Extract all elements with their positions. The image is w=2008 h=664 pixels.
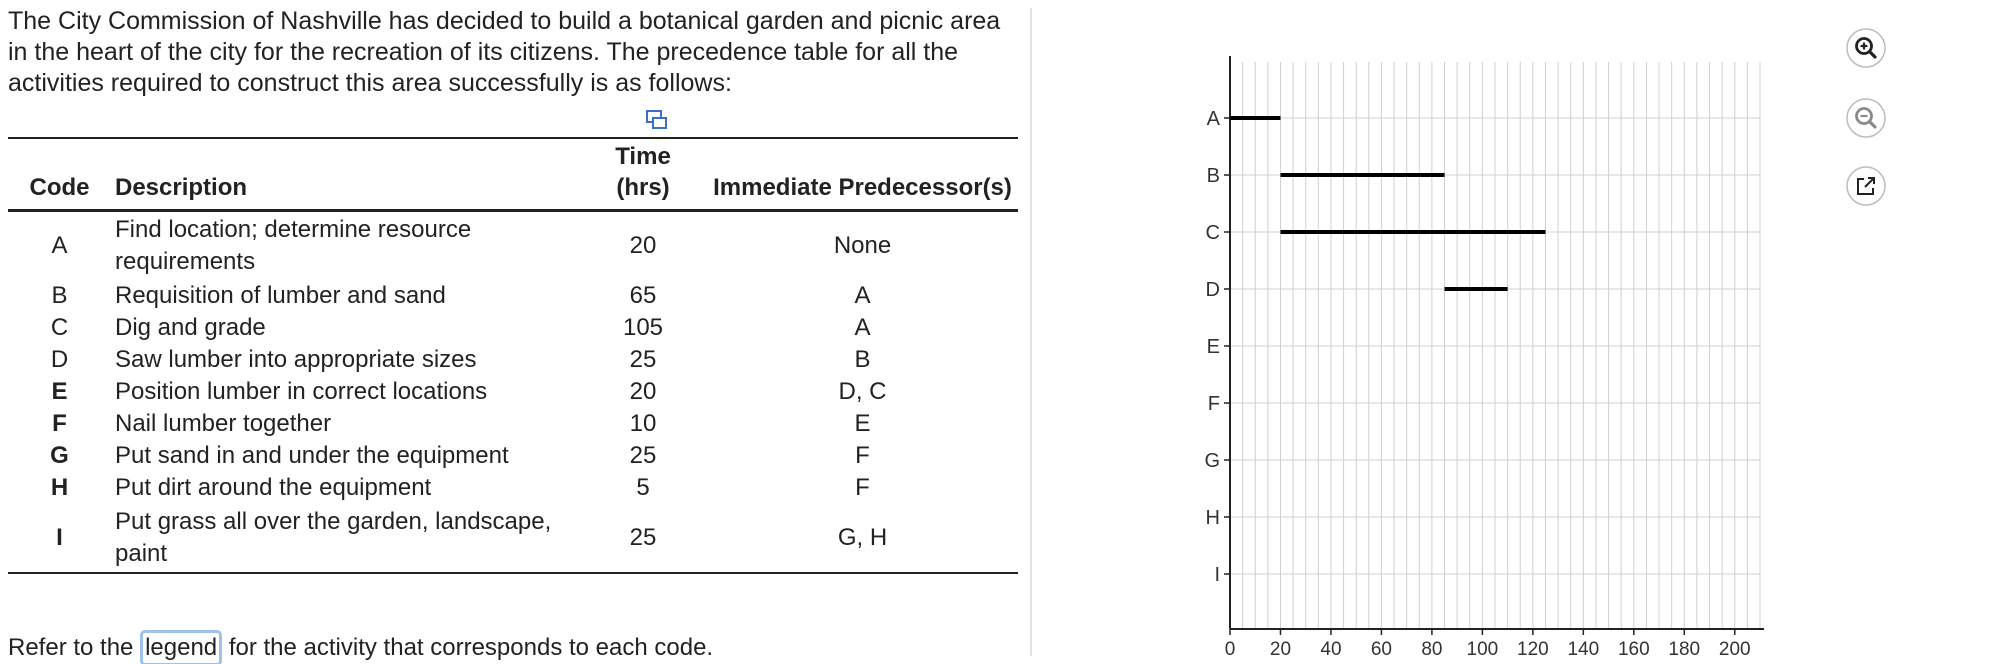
cell-time: 20 xyxy=(629,232,657,259)
cell-description: Put sand in and under the equipment xyxy=(115,442,509,469)
cell-code: H xyxy=(50,474,69,501)
cell-predecessors: G, H xyxy=(837,524,888,551)
zoom-out-icon xyxy=(1846,98,1886,138)
problem-panel: The City Commission of Nashville has dec… xyxy=(8,7,1018,664)
panel-divider xyxy=(1030,8,1032,656)
table-row: I Put grass all over the garden, landscap… xyxy=(8,504,1018,573)
col-header-description: Description xyxy=(115,174,248,201)
x-tick-label: 160 xyxy=(1618,639,1650,660)
cell-code: C xyxy=(50,314,69,341)
cell-description: Requisition of lumber and sand xyxy=(115,282,446,309)
table-row: G Put sand in and under the equipment 25 F xyxy=(8,440,1018,472)
cell-predecessors: E xyxy=(854,410,871,437)
cell-predecessors: A xyxy=(854,282,871,309)
zoom-out-button[interactable] xyxy=(1846,98,1886,138)
precedence-table: Code Description Time (hrs) Immediate Pr… xyxy=(8,137,1018,574)
y-tick-label: D xyxy=(1206,279,1220,301)
cell-time: 25 xyxy=(629,442,657,469)
cell-code: G xyxy=(50,442,69,469)
cell-description: Position lumber in correct locations xyxy=(115,378,488,405)
y-tick-label: A xyxy=(1207,108,1221,130)
y-tick-label: F xyxy=(1208,393,1220,415)
y-tick-label: G xyxy=(1204,450,1220,472)
col-header-time: Time (hrs) xyxy=(579,138,707,211)
cell-time: 5 xyxy=(636,474,650,501)
table-header-row: Code Description Time (hrs) Immediate Pr… xyxy=(8,138,1018,211)
footer-note: Refer to the legend for the activity tha… xyxy=(8,630,713,664)
table-row: D Saw lumber into appropriate sizes 25 B xyxy=(8,344,1018,376)
x-tick-label: 20 xyxy=(1270,639,1291,660)
y-tick-label: H xyxy=(1206,507,1220,529)
x-tick-label: 0 xyxy=(1225,639,1236,660)
table-row: F Nail lumber together 10 E xyxy=(8,408,1018,440)
cell-description: Saw lumber into appropriate sizes xyxy=(115,346,477,373)
x-tick-label: 80 xyxy=(1421,639,1442,660)
cell-predecessors: A xyxy=(854,314,871,341)
problem-statement: The City Commission of Nashville has dec… xyxy=(8,7,1001,97)
cell-time: 105 xyxy=(622,314,664,341)
cell-code: A xyxy=(51,232,68,259)
cell-time: 25 xyxy=(629,346,657,373)
gantt-chart-svg: A B C D E F G H I 0 20 40 60 80 100 120 140 160 180 200 xyxy=(1204,56,1764,660)
cell-predecessors: D, C xyxy=(838,378,887,405)
cell-description: Dig and grade xyxy=(115,314,266,341)
table-row: H Put dirt around the equipment 5 F xyxy=(8,472,1018,504)
cell-time: 10 xyxy=(629,410,657,437)
x-tick-label: 140 xyxy=(1567,639,1599,660)
cell-description: Put grass all over the garden, landscape… xyxy=(115,508,552,567)
footer-text-before: Refer to the xyxy=(8,634,141,661)
x-tick-label: 120 xyxy=(1517,639,1549,660)
cell-predecessors: F xyxy=(855,442,870,469)
y-tick-label: E xyxy=(1207,336,1220,358)
cell-code: E xyxy=(51,378,68,405)
cell-code: F xyxy=(52,410,67,437)
cell-predecessors: B xyxy=(854,346,871,373)
gantt-chart: A B C D E F G H I 0 20 40 60 80 100 120 140 160 180 200 xyxy=(1180,40,1820,664)
x-tick-label: 60 xyxy=(1371,639,1392,660)
table-row: A Find location; determine resource requi… xyxy=(8,211,1018,281)
cell-time: 65 xyxy=(629,282,657,309)
cell-code: I xyxy=(56,524,63,551)
cell-time: 25 xyxy=(629,524,657,551)
table-row: C Dig and grade 105 A xyxy=(8,312,1018,344)
col-header-code: Code xyxy=(29,174,90,201)
precedence-table-container: Code Description Time (hrs) Immediate Pr… xyxy=(8,137,1018,574)
y-tick-label: I xyxy=(1214,564,1220,586)
col-header-time-line1: Time xyxy=(615,143,671,170)
zoom-in-icon xyxy=(1846,28,1886,68)
expand-button[interactable] xyxy=(1846,166,1886,206)
cell-description: Put dirt around the equipment xyxy=(115,474,432,501)
legend-link[interactable]: legend xyxy=(140,630,223,664)
zoom-in-button[interactable] xyxy=(1846,28,1886,68)
copy-table-icon[interactable] xyxy=(646,110,668,132)
cell-time: 20 xyxy=(629,378,657,405)
expand-icon xyxy=(1846,166,1886,206)
cell-description: Find location; determine resource requir… xyxy=(115,216,472,275)
col-header-predecessors: Immediate Predecessor(s) xyxy=(713,174,1012,201)
cell-code: D xyxy=(50,346,69,373)
x-tick-label: 100 xyxy=(1467,639,1499,660)
cell-predecessors: None xyxy=(833,232,892,259)
x-tick-label: 200 xyxy=(1719,639,1751,660)
table-body: A Find location; determine resource requi… xyxy=(8,211,1018,573)
footer-text-after: for the activity that corresponds to eac… xyxy=(222,634,714,661)
x-tick-label: 180 xyxy=(1668,639,1700,660)
cell-code: B xyxy=(51,282,68,309)
y-tick-label: B xyxy=(1207,165,1220,187)
x-tick-label: 40 xyxy=(1320,639,1341,660)
cell-predecessors: F xyxy=(855,474,870,501)
col-header-time-line2: (hrs) xyxy=(616,174,670,201)
y-tick-label: C xyxy=(1206,222,1220,244)
table-row: E Position lumber in correct locations 20 D… xyxy=(8,376,1018,408)
table-row: B Requisition of lumber and sand 65 A xyxy=(8,280,1018,312)
cell-description: Nail lumber together xyxy=(115,410,332,437)
